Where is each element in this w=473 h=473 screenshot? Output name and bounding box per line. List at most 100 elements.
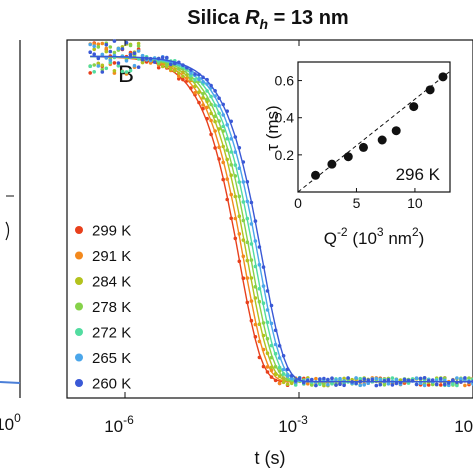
data-point <box>177 67 181 71</box>
data-point <box>338 376 342 381</box>
data-point <box>217 103 221 108</box>
x-axis-label: t (s) <box>255 448 286 468</box>
data-point <box>467 380 471 384</box>
data-point <box>422 376 427 380</box>
data-point <box>213 119 217 124</box>
data-point <box>229 173 233 177</box>
data-point <box>273 378 278 383</box>
inset-frame <box>297 61 451 193</box>
data-point <box>152 60 157 64</box>
data-point <box>378 378 383 382</box>
data-point <box>430 378 435 382</box>
data-point <box>265 308 270 312</box>
data-point <box>386 382 391 386</box>
data-point <box>193 91 197 95</box>
left-panel-mark-2 <box>5 221 10 241</box>
data-point <box>193 78 197 82</box>
data-point <box>261 301 266 306</box>
data-point <box>209 102 213 107</box>
data-point <box>249 299 254 303</box>
data-point <box>136 44 141 48</box>
data-point <box>241 180 246 184</box>
data-point <box>414 382 419 387</box>
data-point <box>245 199 250 204</box>
data-point <box>265 351 270 356</box>
data-point <box>249 258 254 262</box>
data-point <box>257 262 262 267</box>
data-point <box>136 41 141 46</box>
left-panel-fragment: 100 <box>0 40 21 434</box>
inset-data-point <box>391 126 401 136</box>
data-point <box>455 383 459 388</box>
data-point <box>112 50 117 55</box>
data-point <box>177 71 181 75</box>
data-point <box>229 192 233 197</box>
data-point <box>92 63 96 67</box>
inset-data-point <box>409 102 419 112</box>
data-point <box>318 377 322 382</box>
data-point <box>463 376 467 380</box>
data-point <box>322 382 326 386</box>
legend-marker <box>75 226 83 234</box>
data-point <box>205 89 209 93</box>
data-point <box>289 373 294 378</box>
data-point <box>326 382 330 387</box>
data-point <box>233 194 238 199</box>
data-point <box>459 377 463 381</box>
data-point <box>112 39 117 43</box>
data-point <box>213 103 217 108</box>
data-point <box>120 69 125 74</box>
data-point <box>257 339 262 344</box>
data-point <box>229 150 233 154</box>
data-point <box>233 163 238 167</box>
data-point <box>253 335 258 339</box>
data-point <box>322 376 326 381</box>
data-point <box>241 254 246 259</box>
data-point <box>221 102 225 107</box>
data-point <box>229 119 233 124</box>
main-x-ticks: 10-610-3100 <box>104 40 473 436</box>
data-point <box>245 240 250 244</box>
data-point <box>257 245 262 249</box>
data-point <box>370 377 375 382</box>
data-point <box>253 219 258 223</box>
data-point <box>249 318 254 323</box>
inset-y-tick-label: 0.4 <box>275 110 295 126</box>
data-point <box>189 71 193 75</box>
data-point <box>156 56 161 61</box>
data-point <box>249 276 254 280</box>
data-point <box>205 105 209 110</box>
data-point <box>140 57 145 62</box>
inset-data-point <box>311 170 321 180</box>
data-point <box>443 382 447 387</box>
data-point <box>96 64 101 68</box>
data-point <box>245 258 250 263</box>
data-point <box>265 370 270 374</box>
data-point <box>197 90 201 94</box>
inset-data-point <box>327 159 337 169</box>
data-point <box>402 377 407 382</box>
data-point <box>273 328 278 333</box>
data-point <box>334 383 338 387</box>
data-point <box>221 124 225 129</box>
data-point <box>181 77 185 82</box>
data-point <box>156 65 161 70</box>
legend-label: 272 K <box>92 325 131 342</box>
data-point <box>217 119 221 123</box>
inset-x-tick-label: 5 <box>353 195 361 211</box>
data-point <box>209 132 213 137</box>
data-point <box>201 106 205 111</box>
data-point <box>374 376 379 381</box>
data-point <box>92 52 96 56</box>
data-point <box>455 376 459 380</box>
data-point <box>217 96 221 100</box>
data-point <box>104 49 109 54</box>
data-point <box>463 383 467 388</box>
data-point <box>346 376 350 380</box>
data-point <box>189 73 193 78</box>
data-point <box>249 222 254 226</box>
data-point <box>229 137 233 141</box>
legend-marker <box>75 379 83 387</box>
data-point <box>124 40 129 45</box>
